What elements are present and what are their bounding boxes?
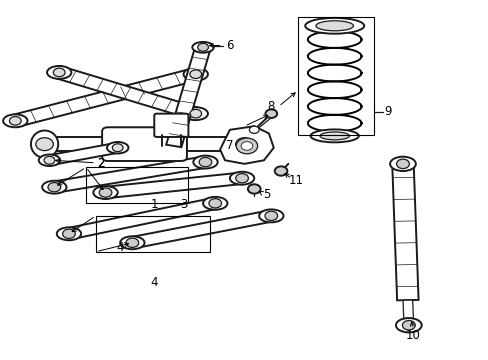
Circle shape [249, 126, 259, 134]
Polygon shape [53, 157, 207, 193]
Ellipse shape [107, 142, 128, 153]
Circle shape [189, 70, 201, 78]
Polygon shape [48, 143, 119, 165]
Circle shape [44, 156, 55, 164]
Circle shape [36, 138, 53, 150]
Circle shape [53, 68, 65, 77]
Ellipse shape [389, 157, 415, 171]
FancyBboxPatch shape [102, 127, 186, 161]
Ellipse shape [315, 21, 353, 31]
Text: 9: 9 [384, 105, 391, 118]
Polygon shape [307, 98, 361, 115]
Polygon shape [130, 210, 273, 248]
Ellipse shape [57, 227, 81, 240]
Polygon shape [307, 48, 361, 65]
Ellipse shape [229, 172, 254, 185]
Text: 2: 2 [97, 157, 104, 170]
Ellipse shape [230, 131, 258, 158]
Circle shape [189, 109, 201, 118]
Ellipse shape [183, 68, 207, 81]
Circle shape [247, 184, 260, 194]
Ellipse shape [395, 318, 421, 332]
Polygon shape [307, 65, 361, 81]
Polygon shape [307, 31, 361, 48]
Polygon shape [104, 172, 243, 198]
Ellipse shape [42, 181, 66, 194]
Text: 4: 4 [116, 241, 123, 254]
Text: 7: 7 [225, 139, 233, 152]
Text: 2: 2 [97, 157, 104, 170]
Circle shape [241, 141, 252, 150]
Polygon shape [13, 68, 198, 127]
Ellipse shape [183, 107, 207, 120]
Polygon shape [307, 115, 361, 132]
FancyBboxPatch shape [154, 114, 188, 137]
Circle shape [396, 159, 408, 168]
Ellipse shape [193, 156, 217, 168]
Polygon shape [67, 198, 217, 239]
Ellipse shape [39, 154, 60, 166]
Ellipse shape [3, 114, 27, 127]
Circle shape [197, 43, 208, 51]
Circle shape [265, 109, 277, 118]
Ellipse shape [310, 130, 358, 142]
Circle shape [235, 174, 248, 183]
Ellipse shape [93, 186, 118, 199]
Ellipse shape [120, 236, 144, 249]
Polygon shape [402, 300, 413, 325]
Ellipse shape [203, 197, 227, 210]
Circle shape [402, 320, 414, 330]
Circle shape [62, 229, 75, 238]
Polygon shape [307, 81, 361, 98]
Ellipse shape [259, 210, 283, 222]
Polygon shape [40, 137, 244, 151]
Circle shape [126, 238, 139, 247]
Polygon shape [220, 126, 273, 164]
Text: 6: 6 [225, 39, 233, 52]
Circle shape [112, 144, 123, 152]
Circle shape [48, 183, 61, 192]
Text: 5: 5 [262, 188, 269, 201]
Text: 1: 1 [150, 198, 158, 211]
Circle shape [199, 157, 211, 167]
Circle shape [236, 138, 257, 154]
Ellipse shape [305, 18, 364, 34]
Text: 8: 8 [267, 100, 274, 113]
Circle shape [274, 166, 287, 176]
Text: 10: 10 [405, 329, 419, 342]
Bar [86, 167, 188, 203]
Ellipse shape [319, 132, 349, 140]
Text: 11: 11 [287, 174, 303, 186]
Ellipse shape [31, 131, 58, 158]
Circle shape [264, 211, 277, 221]
Circle shape [99, 188, 112, 197]
Ellipse shape [192, 42, 213, 53]
Circle shape [208, 199, 221, 208]
Circle shape [235, 138, 253, 150]
Circle shape [9, 117, 21, 125]
Ellipse shape [47, 66, 71, 79]
Bar [298, 17, 373, 135]
Polygon shape [56, 67, 199, 120]
Bar [96, 216, 210, 252]
Polygon shape [166, 46, 210, 147]
Polygon shape [391, 164, 418, 300]
Text: 4: 4 [150, 276, 158, 289]
Text: 3: 3 [180, 198, 187, 211]
